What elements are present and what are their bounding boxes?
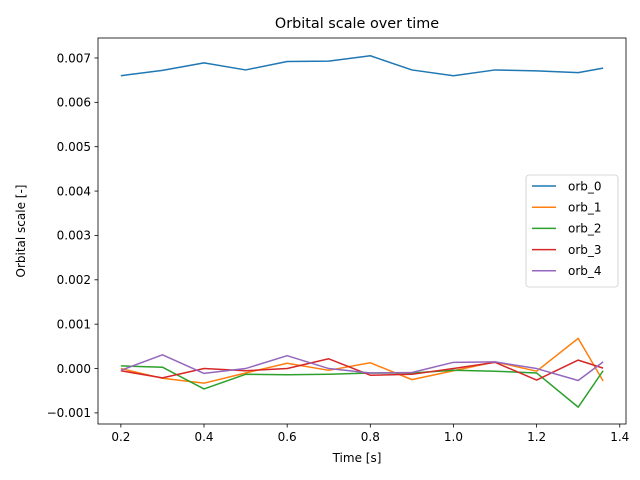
y-tick-label: 0.000	[57, 362, 91, 376]
y-tick-label: 0.006	[57, 96, 91, 110]
series-line-orb_1	[120, 337, 604, 384]
y-tick-label: 0.001	[57, 317, 91, 331]
y-tick-label: 0.005	[57, 140, 91, 154]
y-axis: −0.001 0.000 0.001 0.002 0.003 0.004 0.005 0.00…	[47, 51, 98, 420]
legend-label-orb_3: orb_3	[568, 243, 602, 257]
y-tick-label: −0.001	[47, 406, 91, 420]
plot-lines	[120, 55, 604, 408]
series-line-orb_4	[120, 354, 604, 382]
series-line-orb_3	[120, 358, 604, 381]
chart-title: Orbital scale over time	[275, 16, 439, 32]
y-tick-label: 0.002	[57, 273, 91, 287]
x-tick-label: 0.8	[361, 430, 380, 444]
plot-frame	[97, 37, 627, 425]
x-tick-label: 1.2	[527, 430, 546, 444]
x-tick-label: 1.4	[610, 430, 629, 444]
legend-label-orb_2: orb_2	[568, 222, 602, 236]
legend-label-orb_1: orb_1	[568, 201, 602, 215]
y-axis-title: Orbital scale [-]	[14, 185, 28, 278]
x-axis: 0.2 0.4 0.6 0.8 1.0 1.2 1.4	[111, 424, 629, 444]
legend-box	[525, 174, 619, 288]
series-line-orb_0	[120, 55, 604, 77]
x-tick-label: 0.4	[194, 430, 213, 444]
x-axis-title: Time [s]	[332, 451, 382, 465]
legend: orb_0 orb_1 orb_2 orb_3 orb_4	[525, 174, 619, 288]
x-tick-label: 0.6	[278, 430, 297, 444]
x-tick-label: 1.0	[444, 430, 463, 444]
y-tick-label: 0.004	[57, 184, 91, 198]
legend-label-orb_4: orb_4	[568, 264, 602, 278]
y-tick-label: 0.003	[57, 229, 91, 243]
legend-label-orb_0: orb_0	[568, 179, 602, 193]
x-tick-label: 0.2	[111, 430, 130, 444]
y-tick-label: 0.007	[57, 51, 91, 65]
